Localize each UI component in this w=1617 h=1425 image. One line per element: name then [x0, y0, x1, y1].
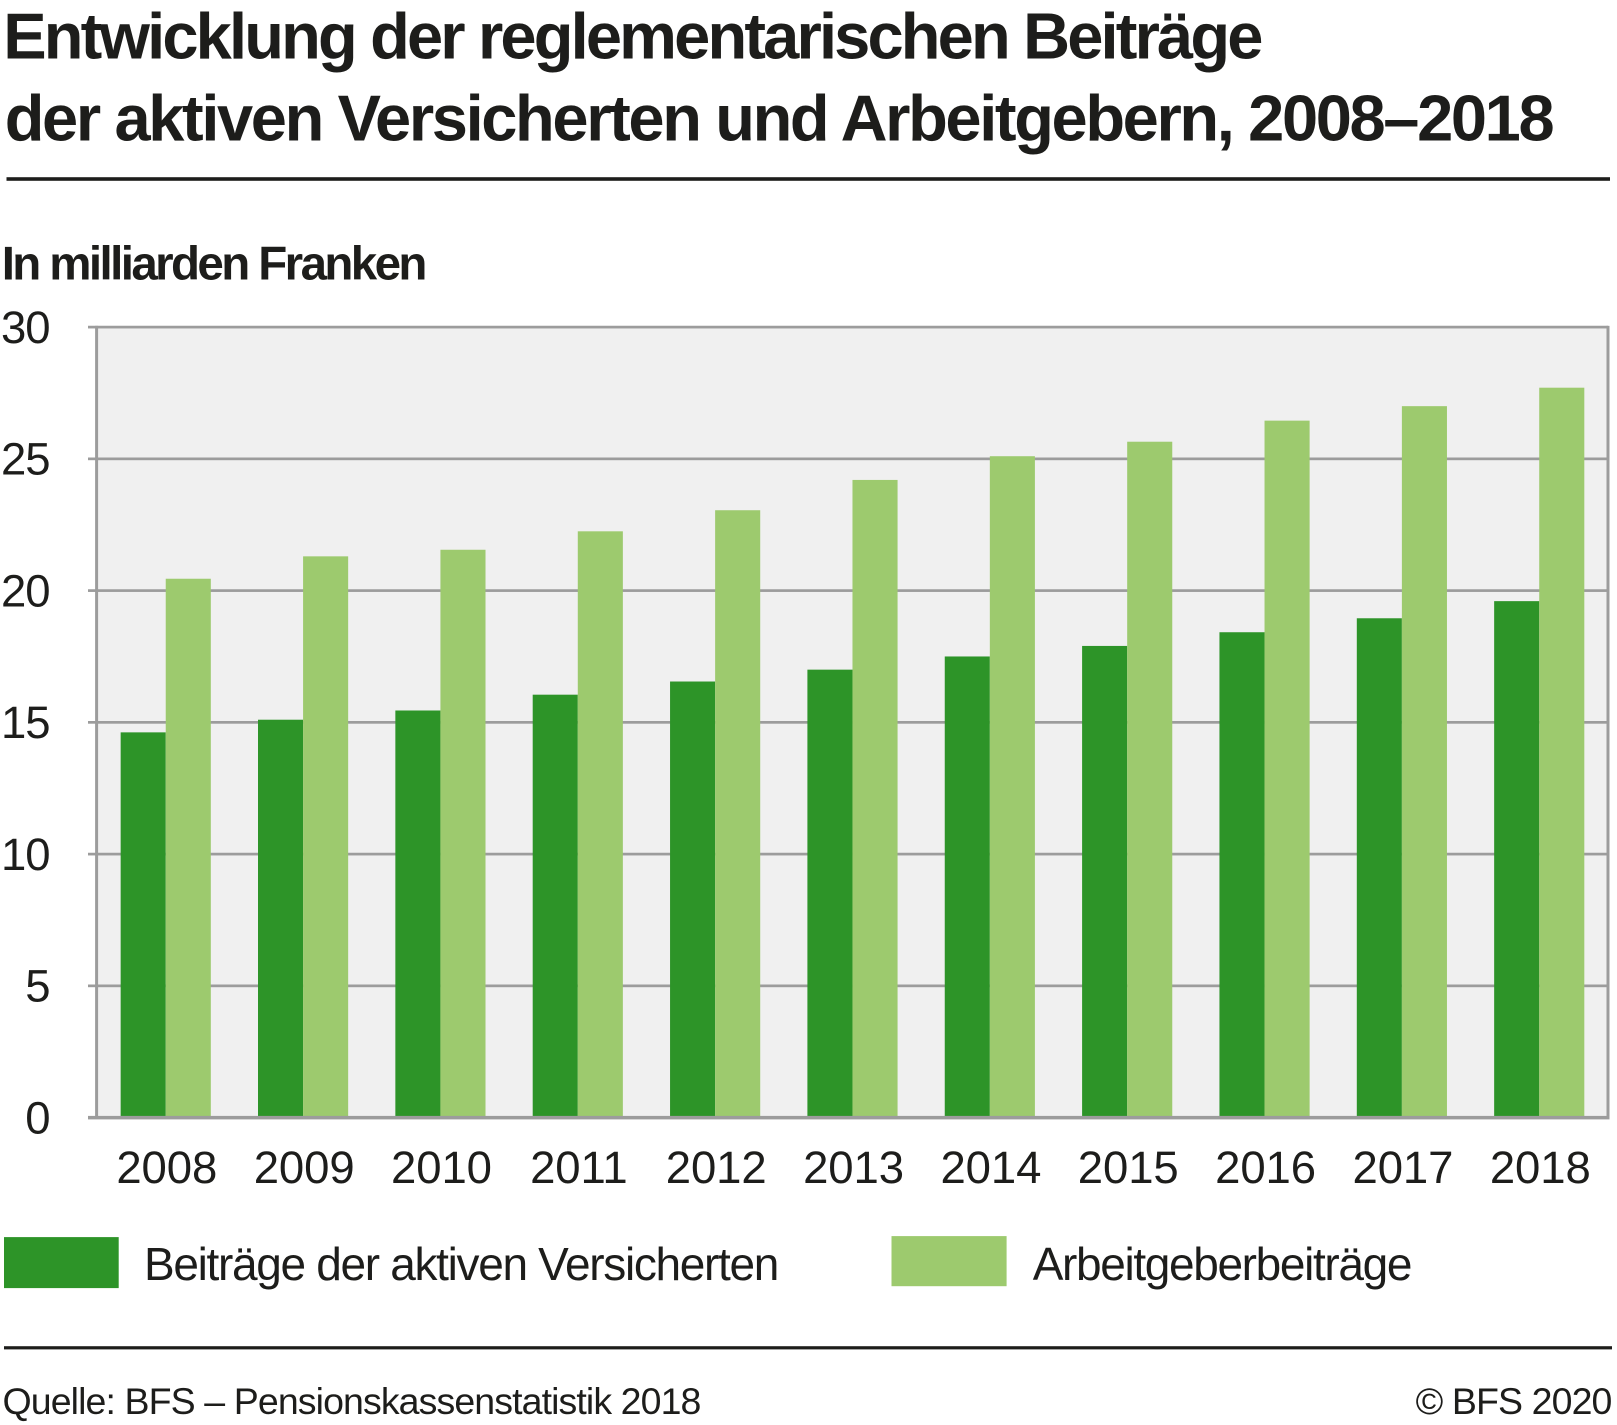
svg-text:20: 20 — [1, 565, 50, 616]
svg-text:Beiträge der aktiven Versicher: Beiträge der aktiven Versicherten — [144, 1238, 778, 1290]
svg-text:2013: 2013 — [803, 1142, 904, 1193]
svg-text:5: 5 — [25, 961, 49, 1012]
svg-text:2016: 2016 — [1215, 1142, 1316, 1193]
svg-text:2008: 2008 — [116, 1142, 217, 1193]
svg-text:30: 30 — [1, 302, 50, 353]
svg-text:0: 0 — [25, 1092, 49, 1143]
svg-text:2017: 2017 — [1353, 1142, 1454, 1193]
svg-text:25: 25 — [1, 434, 50, 485]
svg-text:der aktiven Versicherten und A: der aktiven Versicherten und Arbeitgeber… — [5, 81, 1554, 154]
svg-text:Arbeitgeberbeiträge: Arbeitgeberbeiträge — [1033, 1238, 1411, 1290]
svg-text:In milliarden Franken: In milliarden Franken — [2, 238, 426, 291]
svg-text:Entwicklung der reglementarisc: Entwicklung der reglementarischen Beiträ… — [3, 0, 1261, 72]
svg-text:© BFS 2020: © BFS 2020 — [1416, 1380, 1612, 1422]
svg-text:10: 10 — [1, 829, 50, 880]
svg-text:2012: 2012 — [666, 1142, 767, 1193]
svg-text:2009: 2009 — [254, 1142, 355, 1193]
svg-text:2011: 2011 — [530, 1142, 627, 1193]
svg-text:2015: 2015 — [1078, 1142, 1179, 1193]
svg-text:2018: 2018 — [1490, 1142, 1591, 1193]
svg-text:2010: 2010 — [391, 1142, 492, 1193]
svg-text:2014: 2014 — [940, 1142, 1041, 1193]
svg-text:Quelle: BFS – Pensionskassenst: Quelle: BFS – Pensionskassenstatistik 20… — [3, 1380, 701, 1422]
svg-text:15: 15 — [1, 697, 50, 748]
